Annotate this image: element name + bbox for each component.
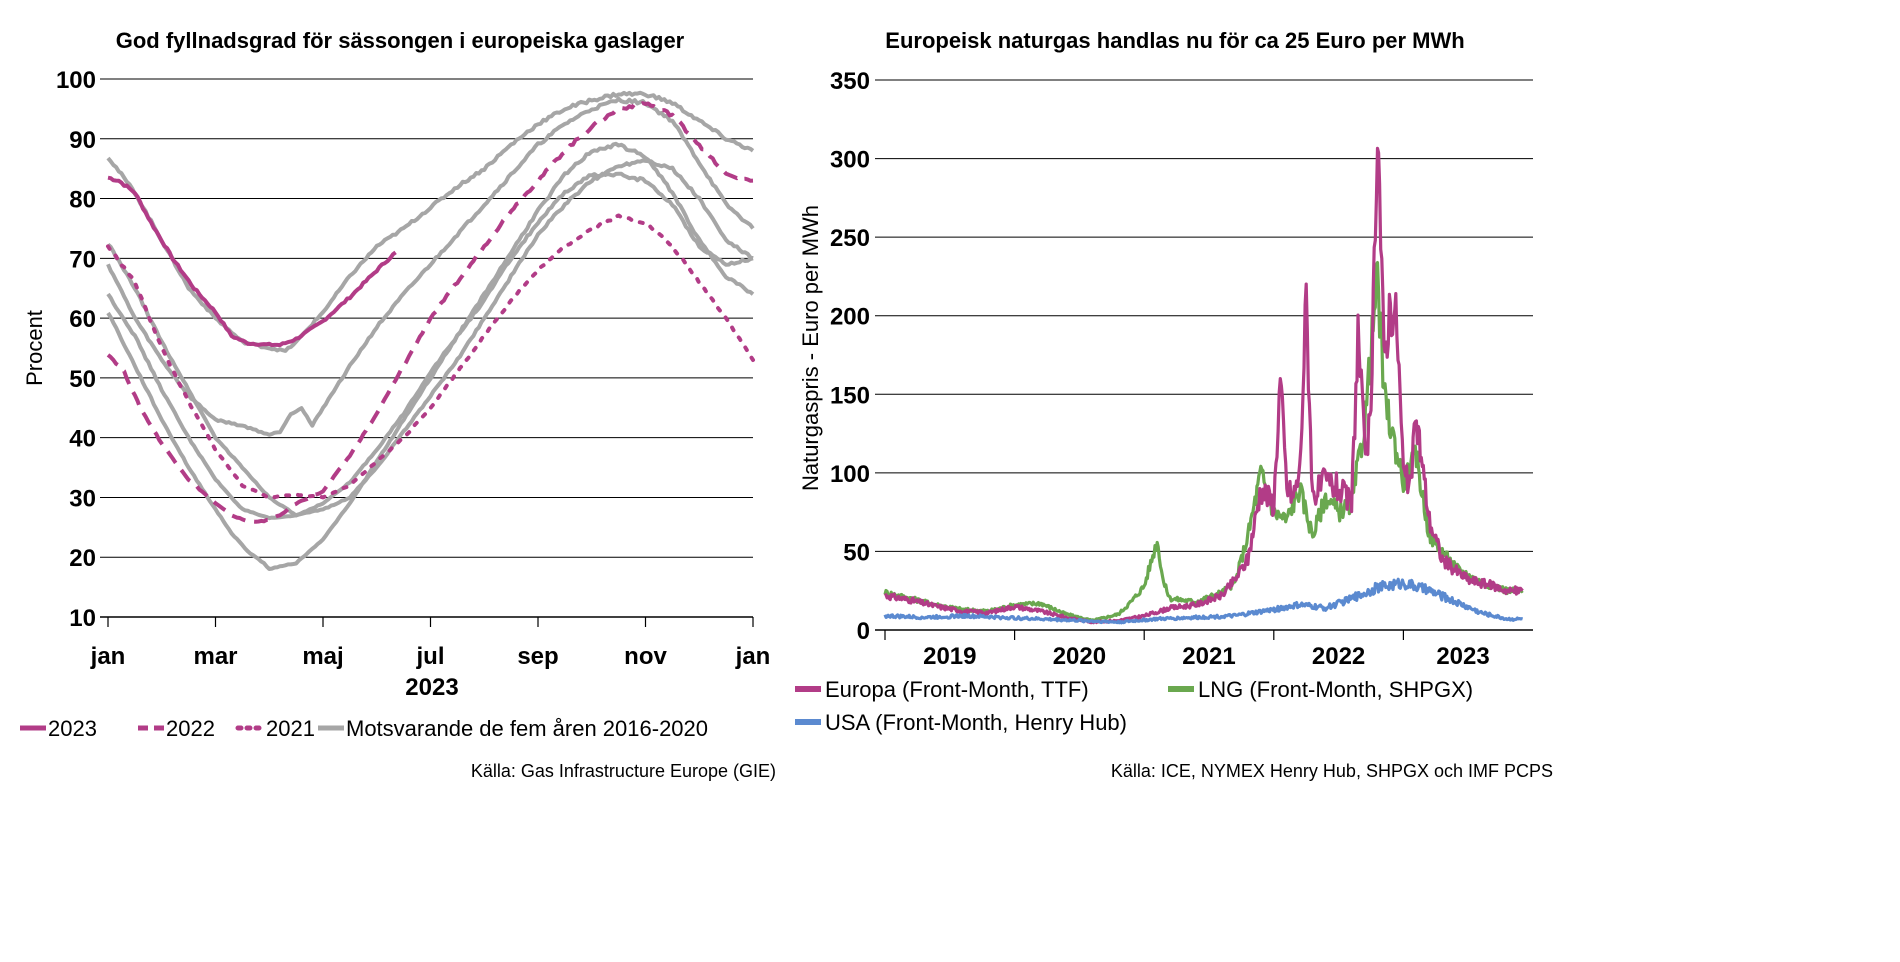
left-gridlines	[100, 78, 754, 627]
left-chart: God fyllnadsgrad för sässongen i europei…	[20, 28, 776, 781]
right-y-tick-label: 250	[830, 225, 870, 252]
left-series-line-reference	[106, 158, 754, 518]
right-legend-label: USA (Front-Month, Henry Hub)	[825, 710, 1127, 735]
left-x-tick-label: jan	[90, 643, 126, 670]
right-x-tick-labels: 2019 2020 2021 2022 2023	[923, 643, 1490, 670]
right-y-axis-label: Naturgaspris - Euro per MWh	[798, 205, 823, 491]
left-x-tick-labels: jan mar maj jul sep nov jan	[90, 643, 771, 670]
left-x-tick-label: jul	[416, 643, 445, 670]
right-source-note: Källa: ICE, NYMEX Henry Hub, SHPGX och I…	[1111, 761, 1553, 781]
right-legend-label: LNG (Front-Month, SHPGX)	[1198, 677, 1473, 702]
left-series-line-2021	[106, 213, 755, 500]
right-y-tick-label: 100	[830, 461, 870, 488]
right-x-tick-label: 2020	[1053, 643, 1106, 670]
right-chart-title: Europeisk naturgas handlas nu för ca 25 …	[885, 28, 1464, 53]
left-x-tick-label: mar	[193, 643, 237, 670]
left-y-tick-label: 10	[69, 605, 96, 632]
left-y-axis-label: Procent	[22, 310, 47, 386]
right-y-tick-label: 150	[830, 382, 870, 409]
right-series-group	[883, 146, 1524, 625]
right-legend: Europa (Front-Month, TTF) LNG (Front-Mont…	[795, 677, 1473, 735]
left-legend-label: Motsvarande de fem åren 2016-2020	[346, 716, 708, 741]
left-series-line-reference	[106, 90, 755, 353]
right-y-tick-label: 350	[830, 68, 870, 95]
left-series-line-reference	[106, 96, 755, 437]
left-series-line-reference	[106, 171, 754, 521]
right-y-tick-label: 300	[830, 147, 870, 174]
right-x-tick-label: 2022	[1312, 643, 1365, 670]
left-y-tick-label: 100	[56, 67, 96, 94]
right-series-line-magenta	[883, 146, 1524, 625]
left-x-tick-label: jan	[735, 643, 771, 670]
left-x-tick-label: sep	[517, 643, 558, 670]
right-chart: Europeisk naturgas handlas nu för ca 25 …	[795, 28, 1553, 781]
right-x-tick-label: 2021	[1182, 643, 1235, 670]
left-legend: 2023 2022 2021 Motsvarande de fem åren 2016…	[20, 716, 708, 741]
right-legend-label: Europa (Front-Month, TTF)	[825, 677, 1089, 702]
left-x-tick-label: maj	[302, 643, 343, 670]
right-y-tick-label: 50	[843, 539, 870, 566]
left-series-group	[106, 90, 755, 571]
right-y-tick-label: 200	[830, 304, 870, 331]
left-y-tick-label: 20	[69, 545, 96, 572]
right-series-line-green	[883, 261, 1524, 623]
right-x-tick-label: 2019	[923, 643, 976, 670]
left-y-tick-label: 80	[69, 187, 96, 214]
left-series-line-reference	[106, 141, 755, 571]
left-series-line-2022	[106, 101, 754, 524]
left-x-tick-label: nov	[624, 643, 667, 670]
left-series-line-2023	[107, 175, 397, 348]
left-y-tick-label: 50	[69, 366, 96, 393]
right-gridlines	[875, 79, 1533, 640]
left-legend-label: 2022	[166, 716, 215, 741]
left-y-tick-labels: 100 90 80 70 60 50 40 30 20 10	[56, 67, 96, 632]
right-y-tick-labels: 350 300 250 200 150 100 50 0	[830, 68, 870, 645]
left-y-tick-label: 30	[69, 485, 96, 512]
right-series-line-blue	[883, 577, 1524, 625]
left-y-tick-label: 90	[69, 127, 96, 154]
left-y-tick-label: 40	[69, 426, 96, 453]
left-y-tick-label: 60	[69, 306, 96, 333]
left-legend-label: 2021	[266, 716, 315, 741]
left-y-tick-label: 70	[69, 246, 96, 273]
left-x-axis-year-label: 2023	[405, 674, 458, 701]
left-chart-title: God fyllnadsgrad för sässongen i europei…	[116, 28, 685, 53]
right-y-tick-label: 0	[857, 618, 870, 645]
left-source-note: Källa: Gas Infrastructure Europe (GIE)	[471, 761, 776, 781]
left-legend-label: 2023	[48, 716, 97, 741]
right-x-tick-label: 2023	[1436, 643, 1489, 670]
